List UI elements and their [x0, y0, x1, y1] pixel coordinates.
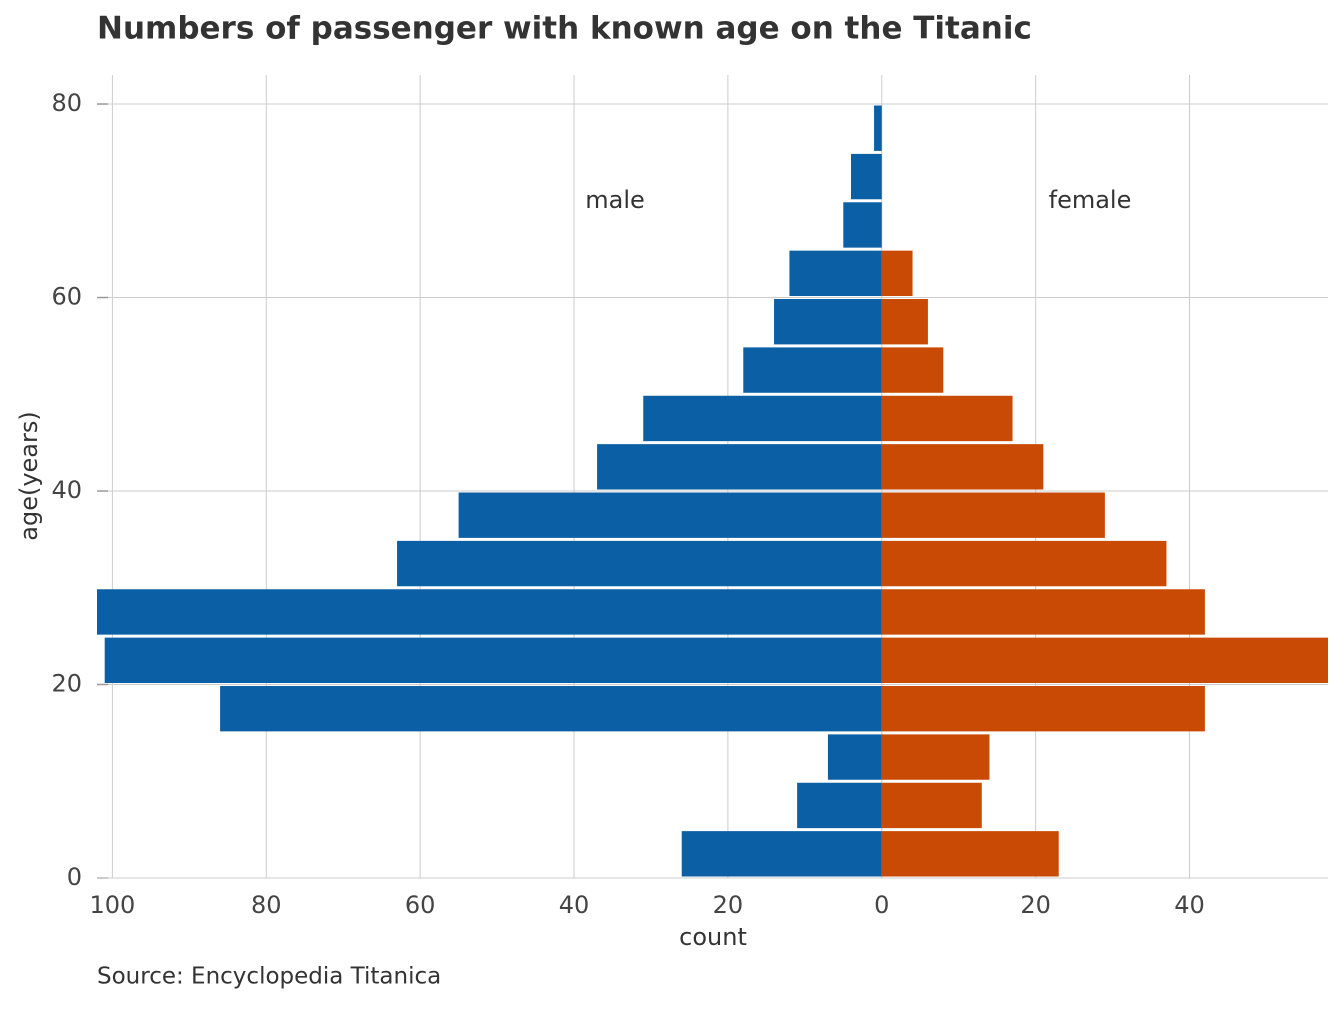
bar [881, 831, 1059, 877]
bar [458, 492, 882, 538]
bar [597, 444, 882, 490]
bar [827, 734, 882, 780]
bar [789, 250, 882, 297]
y-tick-label: 0 [67, 863, 82, 891]
bar [881, 782, 982, 829]
bar [881, 395, 1013, 442]
x-tick-label: 40 [1174, 891, 1205, 919]
bar [97, 589, 882, 635]
source: Source: Encyclopedia Titanica [97, 964, 441, 990]
x-tick-label: 40 [559, 891, 590, 919]
x-axis-label: count [679, 923, 747, 951]
bar [843, 202, 882, 248]
bar [874, 105, 882, 151]
bar [881, 347, 944, 393]
y-tick-label: 60 [51, 283, 82, 311]
x-tick-label: 0 [874, 891, 889, 919]
x-tick-label: 80 [251, 891, 282, 919]
x-tick-label: 20 [713, 891, 744, 919]
bar [681, 831, 882, 877]
bar [743, 347, 882, 393]
bar [774, 299, 882, 345]
chart-title: Numbers of passenger with known age on t… [97, 11, 1032, 47]
x-tick-label: 100 [89, 891, 135, 919]
bar [397, 540, 882, 587]
bar [220, 686, 882, 732]
bar [104, 637, 882, 684]
annotation: male [585, 186, 645, 214]
bar [850, 153, 882, 200]
y-tick-label: 20 [51, 670, 82, 698]
bar [881, 734, 990, 780]
bar [881, 492, 1105, 538]
x-tick-label: 60 [405, 891, 436, 919]
bar [643, 395, 882, 442]
annotation: female [1049, 186, 1132, 214]
bar [881, 589, 1205, 635]
bar [881, 299, 928, 345]
y-tick-label: 80 [51, 89, 82, 117]
bar [881, 540, 1167, 587]
bar [881, 444, 1044, 490]
bar [797, 782, 882, 829]
y-tick-label: 40 [51, 476, 82, 504]
bar [881, 686, 1205, 732]
y-axis-label: age(years) [15, 411, 43, 540]
bar [881, 250, 913, 297]
bar [881, 637, 1328, 684]
x-tick-label: 20 [1020, 891, 1051, 919]
